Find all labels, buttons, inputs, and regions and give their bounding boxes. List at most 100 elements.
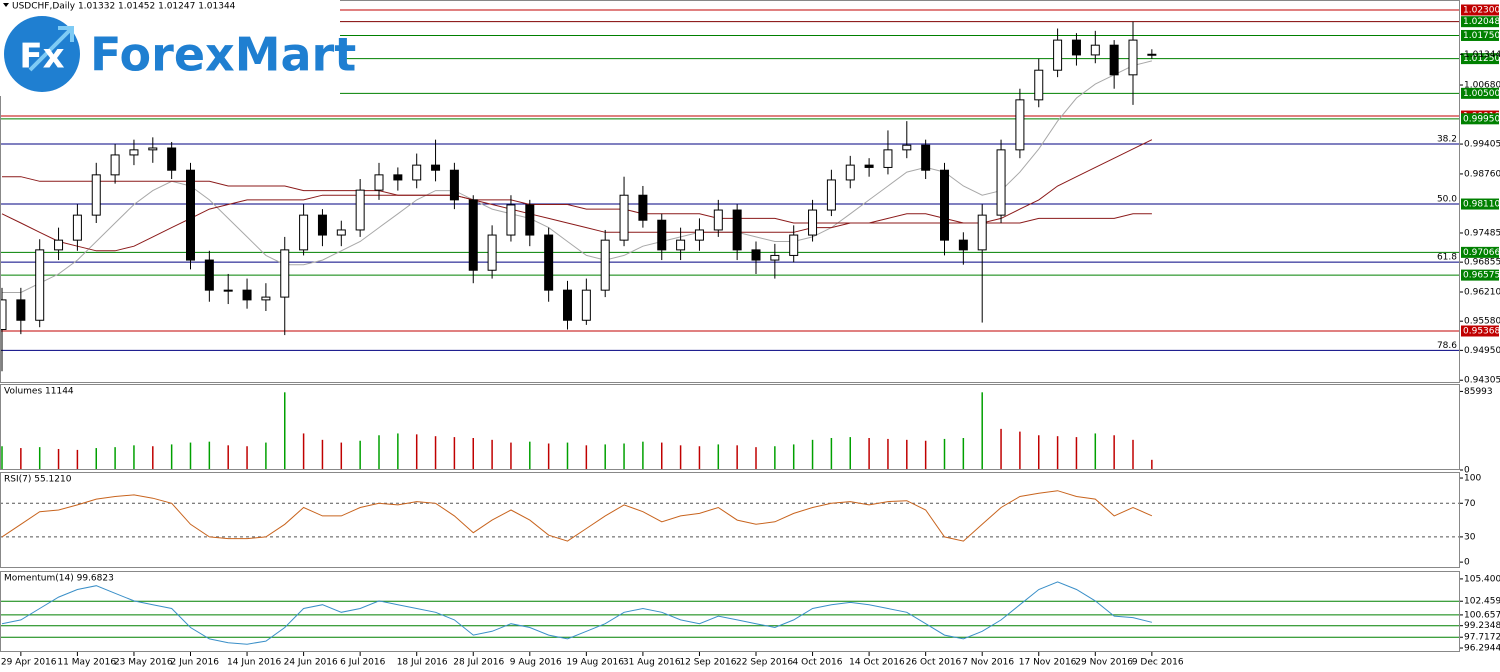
level-box: [1461, 16, 1499, 28]
candle-body: [242, 289, 252, 301]
candle-body: [223, 289, 233, 292]
level-label: 0.96575: [1463, 271, 1500, 281]
level-label: 1.02048: [1463, 17, 1500, 27]
y-tick-label: 0.96855: [1464, 258, 1500, 268]
x-tick-label: 22 Sep 2016: [736, 658, 793, 668]
candle-body: [393, 174, 403, 181]
level-box: [1461, 87, 1499, 99]
candle-body: [638, 194, 648, 221]
fib-label: 38.2: [1437, 135, 1457, 145]
x-tick-label: 14 Oct 2016: [849, 658, 905, 668]
y-tick-label: 0: [1464, 466, 1470, 476]
x-tick-label: 11 May 2016: [57, 658, 116, 668]
logo-arrow: [28, 26, 74, 72]
y-tick-label: 30: [1464, 532, 1476, 542]
candle-body: [902, 144, 912, 151]
candle-body: [16, 299, 26, 321]
candle-body: [54, 239, 64, 251]
candle-body: [280, 249, 290, 298]
y-tick-label: 0.95580: [1464, 317, 1500, 327]
candle-body: [1053, 39, 1063, 71]
candle-body: [525, 204, 535, 236]
candle-body: [581, 289, 591, 321]
volume-panel: [0, 384, 1460, 470]
y-tick-label: 99.2348: [1464, 621, 1500, 631]
candle-body: [129, 149, 139, 156]
x-tick-label: 24 Jun 2016: [284, 658, 338, 668]
candle-body: [167, 147, 177, 171]
candle-body: [1034, 69, 1044, 101]
candle-body: [204, 259, 214, 291]
candle-body: [1128, 39, 1138, 76]
y-tick-label: 70: [1464, 499, 1476, 509]
candle-body: [148, 147, 158, 151]
candle-body: [883, 149, 893, 168]
x-tick-label: 6 Jul 2016: [340, 658, 385, 668]
candle-body: [921, 144, 931, 171]
level-label: 0.98110: [1463, 200, 1500, 210]
x-tick-label: 2 Jun 2016: [171, 658, 220, 668]
y-tick-label: 100: [1464, 474, 1481, 484]
panel-borders: [0, 0, 1460, 652]
candle-body: [544, 234, 554, 291]
y-tick-label: 0.97485: [1464, 228, 1500, 238]
candle-body: [826, 179, 836, 211]
candle-body: [751, 249, 761, 261]
level-label: 1.01250: [1463, 54, 1500, 64]
x-tick-label: 29 Apr 2016: [1, 658, 57, 668]
x-tick-label: 29 Nov 2016: [1075, 658, 1133, 668]
candle-body: [864, 164, 874, 168]
y-tick-label: 100.6576: [1464, 610, 1500, 620]
x-tick-label: 14 Jun 2016: [227, 658, 281, 668]
candle-body: [336, 229, 346, 236]
x-tick-label: 12 Sep 2016: [679, 658, 736, 668]
candle-body: [449, 169, 459, 201]
candle-body: [261, 296, 271, 301]
level-label: 1.01750: [1463, 31, 1500, 41]
y-tick-label: 85993: [1464, 387, 1493, 397]
y-tick-label: 0.94950: [1464, 346, 1500, 356]
rsi-panel: [0, 472, 1460, 568]
y-tick-label: 96.2944: [1464, 644, 1500, 654]
menu-arrow: [3, 3, 9, 7]
candle-body: [676, 239, 686, 251]
candle-body: [431, 164, 441, 171]
candle-body: [299, 214, 309, 251]
plot-layer: 1.023001.020481.017501.012501.005001.000…: [0, 4, 1500, 668]
candle-body: [808, 209, 818, 236]
candle-body: [600, 239, 610, 291]
level-box: [1461, 269, 1499, 281]
x-tick-label: 19 Aug 2016: [566, 658, 624, 668]
x-tick-label: 17 Nov 2016: [1019, 658, 1077, 668]
y-tick-label: 97.7172: [1464, 633, 1500, 643]
logo-circle: [4, 16, 80, 92]
logo: Fx ForexMart: [0, 0, 356, 96]
indicator-line: [1, 581, 1153, 645]
candle-body: [694, 229, 704, 241]
y-tick-label: 1.01344: [1464, 50, 1500, 60]
candle-body: [996, 149, 1006, 216]
logo-name: ForexMart: [90, 28, 356, 82]
candle-body: [977, 214, 987, 251]
candle-body: [1147, 53, 1157, 56]
volume-title: Volumes 11144: [4, 387, 74, 397]
fib-label: 61.8: [1437, 253, 1457, 263]
x-tick-label: 7 Nov 2016: [962, 658, 1014, 668]
candle-body: [110, 154, 120, 176]
candle-body: [72, 214, 82, 241]
candle-body: [1015, 99, 1025, 151]
indicator-line: [1, 490, 1153, 542]
y-tick-label: 1.00680: [1464, 81, 1500, 91]
candle-body: [355, 189, 365, 231]
level-box: [1461, 53, 1499, 65]
candle-body: [619, 194, 629, 241]
y-tick-label: 102.4597: [1464, 597, 1500, 607]
level-label: 0.99950: [1463, 114, 1500, 124]
candle-body: [713, 209, 723, 231]
candle-body: [91, 174, 101, 216]
y-tick-label: 0: [1464, 558, 1470, 568]
x-tick-label: 26 Oct 2016: [906, 658, 962, 668]
